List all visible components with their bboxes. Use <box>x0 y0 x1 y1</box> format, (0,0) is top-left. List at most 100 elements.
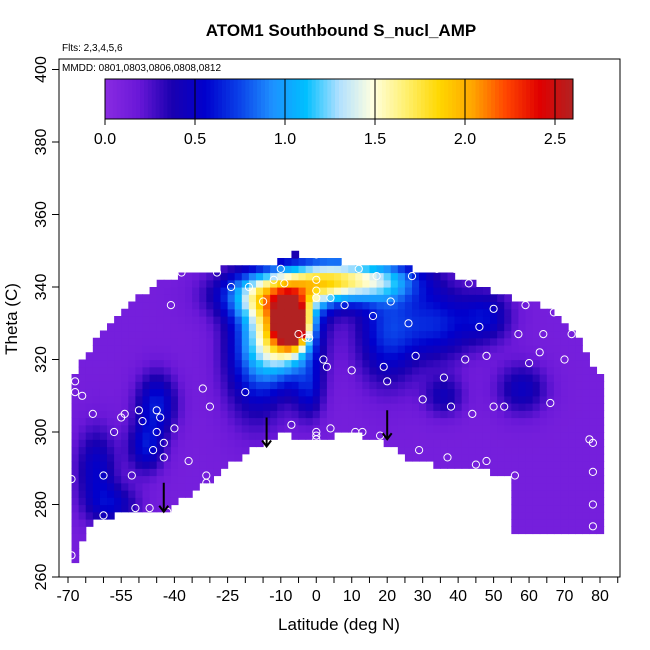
heat-cell <box>284 308 293 317</box>
heat-cell <box>312 316 321 324</box>
heat-cell <box>234 417 243 426</box>
heat-cell <box>220 345 229 353</box>
heat-cell <box>92 446 101 455</box>
heat-cell <box>412 424 420 433</box>
heat-cell <box>568 366 576 375</box>
heat-cell <box>334 374 342 382</box>
heat-cell <box>553 504 562 513</box>
heat-cell <box>490 461 498 469</box>
heat-cell <box>227 432 236 440</box>
heat-cell <box>461 461 470 469</box>
heat-cell <box>142 381 151 390</box>
heat-cell <box>341 424 349 433</box>
heat-cell <box>149 424 158 433</box>
heat-cell <box>206 287 215 295</box>
heat-cell <box>447 432 456 440</box>
heat-cell <box>575 446 583 455</box>
heat-cell <box>390 410 399 419</box>
heat-cell <box>596 519 605 527</box>
heat-cell <box>426 417 434 426</box>
heat-cell <box>99 337 108 346</box>
heat-cell <box>348 424 356 433</box>
heat-cell <box>312 330 321 339</box>
heat-cell <box>433 374 441 382</box>
heat-cell <box>305 323 314 332</box>
heat-cell <box>192 395 200 404</box>
colorbar-swatch <box>303 79 309 119</box>
heat-cell <box>553 366 562 375</box>
heat-cell <box>121 490 129 498</box>
colorbar-swatch <box>261 79 266 119</box>
heat-cell <box>92 403 101 411</box>
heat-cell <box>114 374 122 382</box>
heat-cell <box>305 432 314 440</box>
heat-cell <box>206 308 215 317</box>
heat-cell <box>135 359 144 368</box>
heat-cell <box>128 337 136 346</box>
heat-cell <box>71 497 80 506</box>
heat-cell <box>348 410 356 419</box>
heat-cell <box>348 352 356 361</box>
heat-cell <box>589 424 598 433</box>
heat-cell <box>114 482 122 491</box>
heat-cell <box>142 330 151 339</box>
heat-cell <box>277 388 285 397</box>
heat-cell <box>192 272 200 281</box>
heat-cell <box>291 403 300 411</box>
heat-cell <box>234 265 243 274</box>
heat-cell <box>468 301 477 310</box>
heat-cell <box>312 301 321 310</box>
heat-cell <box>284 366 293 375</box>
heat-cell <box>156 345 165 353</box>
heat-cell <box>177 294 186 303</box>
data-point <box>475 322 484 331</box>
heat-cell <box>589 395 598 404</box>
heat-cell <box>263 287 271 295</box>
heat-cell <box>156 482 165 491</box>
heat-cell <box>525 337 534 346</box>
heat-cell <box>553 446 562 455</box>
heat-cell <box>213 388 222 397</box>
heat-cell <box>213 381 222 390</box>
heat-cell <box>248 424 257 433</box>
heat-cell <box>156 461 165 469</box>
heat-cell <box>553 439 562 448</box>
heat-cell <box>468 432 477 440</box>
heat-cell <box>369 417 378 426</box>
heat-cell <box>177 475 186 484</box>
data-point <box>549 308 559 317</box>
heat-cell <box>277 345 285 353</box>
heat-cell <box>404 301 413 310</box>
heat-cell <box>213 323 222 332</box>
heat-cell <box>199 323 207 332</box>
heat-cell <box>71 555 80 564</box>
heat-cell <box>334 352 342 361</box>
heat-cell <box>185 432 193 440</box>
data-point <box>358 427 367 437</box>
heat-cell <box>312 374 321 382</box>
heat-cell <box>440 337 449 346</box>
data-point <box>372 272 381 281</box>
heat-cell <box>177 424 186 433</box>
heat-cell <box>511 374 520 382</box>
heat-cell <box>177 490 186 498</box>
heat-cell <box>248 308 257 317</box>
heat-cell <box>440 287 449 295</box>
heat-cell <box>192 374 200 382</box>
heat-cell <box>192 446 200 455</box>
heat-cell <box>433 301 441 310</box>
data-point <box>312 250 321 259</box>
colorbar-swatch <box>456 79 461 119</box>
colorbar-swatch <box>300 79 305 119</box>
heat-cell <box>426 410 434 419</box>
heat-cell <box>433 403 441 411</box>
heat-cell <box>170 417 179 426</box>
heat-cell <box>206 366 215 375</box>
heat-cell <box>539 482 548 491</box>
heat-cell <box>85 395 94 404</box>
data-point <box>379 362 388 371</box>
heat-cell <box>255 366 264 375</box>
heat-cell <box>582 468 590 477</box>
heat-cell <box>397 403 406 411</box>
heat-cell <box>255 279 264 288</box>
